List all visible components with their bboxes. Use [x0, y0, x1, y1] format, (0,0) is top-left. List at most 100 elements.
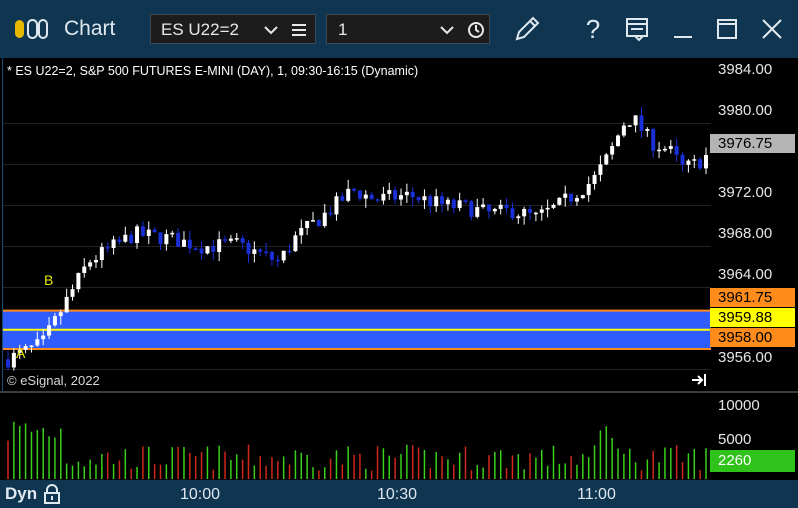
candle-body	[281, 250, 286, 261]
candle-body	[633, 115, 638, 126]
candle-body	[610, 146, 615, 155]
candle-body	[322, 212, 327, 227]
symbol-select[interactable]: ES U22=2	[150, 14, 316, 44]
candle-body	[70, 289, 75, 297]
candle-body	[545, 207, 550, 210]
candle-body	[164, 234, 169, 245]
candle-body	[29, 345, 34, 348]
copyright-text: © eSignal, 2022	[7, 373, 100, 388]
time-label: 10:30	[377, 486, 418, 503]
candle-body	[340, 196, 345, 201]
candle-body	[481, 204, 486, 208]
candle-body	[240, 238, 245, 243]
candle-body	[223, 239, 228, 241]
help-icon[interactable]: ?	[585, 13, 601, 44]
volume-last-tag: 2260	[710, 450, 795, 472]
candle-body	[410, 191, 415, 198]
maximize-icon[interactable]	[710, 12, 744, 46]
candle-body	[346, 188, 351, 201]
symbol-value: ES U22=2	[161, 20, 239, 39]
marker-b: B	[44, 272, 54, 288]
candle-body	[363, 194, 368, 199]
time-label: 11:00	[577, 486, 616, 503]
window-title: Chart	[64, 17, 116, 40]
candle-body	[522, 208, 527, 217]
candle-body	[252, 249, 257, 254]
candle-body	[6, 359, 10, 368]
candle-body	[445, 199, 450, 205]
candle-body	[305, 221, 310, 228]
candle-body	[451, 199, 456, 209]
candle-body	[369, 194, 374, 200]
candle-body	[205, 246, 210, 254]
band-upper-tag: 3961.75	[710, 288, 795, 307]
candle-body	[498, 204, 503, 209]
price-tick: 3972.00	[718, 184, 773, 201]
candle-body	[381, 193, 386, 201]
candle-body	[457, 200, 462, 209]
interval-select[interactable]: 1	[326, 14, 490, 44]
pane-divider[interactable]	[0, 391, 798, 393]
candle-body	[352, 188, 357, 191]
volume-pane[interactable]	[2, 393, 712, 480]
candle-body	[158, 232, 163, 245]
candle-body	[434, 196, 439, 207]
candle-body	[234, 238, 239, 240]
candle-body	[293, 235, 298, 252]
candle-body	[170, 232, 175, 235]
chevron-down-icon	[264, 26, 278, 35]
marker-a: A	[16, 345, 26, 361]
candle-body	[704, 155, 708, 169]
candle-body	[533, 212, 538, 215]
candle-body	[58, 312, 63, 317]
candle-body	[88, 262, 93, 267]
minimize-icon[interactable]	[666, 12, 700, 46]
chart-app-icon	[14, 17, 48, 41]
candle-body	[211, 246, 216, 252]
candle-body	[99, 247, 104, 261]
candle-body	[269, 252, 274, 260]
band-middle-tag: 3959.88	[710, 308, 795, 327]
candle-body	[698, 159, 703, 169]
window-list-icon[interactable]	[620, 12, 654, 46]
candle-body	[316, 220, 321, 227]
candle-body	[657, 149, 662, 152]
scroll-to-end-icon[interactable]	[690, 372, 708, 393]
candle-body	[627, 125, 632, 127]
candle-body	[93, 260, 98, 263]
close-icon[interactable]	[755, 12, 789, 46]
candle-body	[492, 208, 497, 212]
candle-body	[199, 248, 204, 254]
candle-body	[35, 339, 40, 346]
candle-body	[662, 148, 667, 151]
candle-body	[105, 247, 110, 249]
candle-body	[311, 220, 316, 222]
candle-body	[574, 198, 579, 202]
candle-body	[387, 190, 392, 194]
lock-icon[interactable]	[43, 483, 61, 508]
candle-body	[176, 232, 181, 247]
price-tick: 3968.00	[718, 225, 773, 242]
candle-body	[428, 196, 433, 207]
candle-body	[76, 272, 81, 290]
volume-tick: 10000	[718, 397, 760, 414]
candle-body	[504, 204, 509, 209]
candle-body	[11, 352, 16, 368]
volume-tick: 5000	[718, 431, 752, 448]
candle-body	[645, 129, 650, 131]
candle-body	[82, 266, 87, 273]
time-axis[interactable]	[0, 480, 798, 508]
clock-icon[interactable]	[467, 21, 485, 39]
dynamic-mode-label[interactable]: Dyn	[5, 484, 38, 503]
candle-body	[569, 193, 574, 202]
candle-body	[692, 159, 697, 161]
list-icon[interactable]	[291, 23, 307, 37]
candle-body	[463, 200, 468, 202]
pencil-icon[interactable]	[510, 12, 544, 46]
candle-body	[287, 250, 292, 253]
candle-body	[398, 195, 403, 200]
candle-body	[23, 346, 28, 350]
candle-body	[64, 296, 69, 313]
candle-body	[135, 226, 140, 243]
